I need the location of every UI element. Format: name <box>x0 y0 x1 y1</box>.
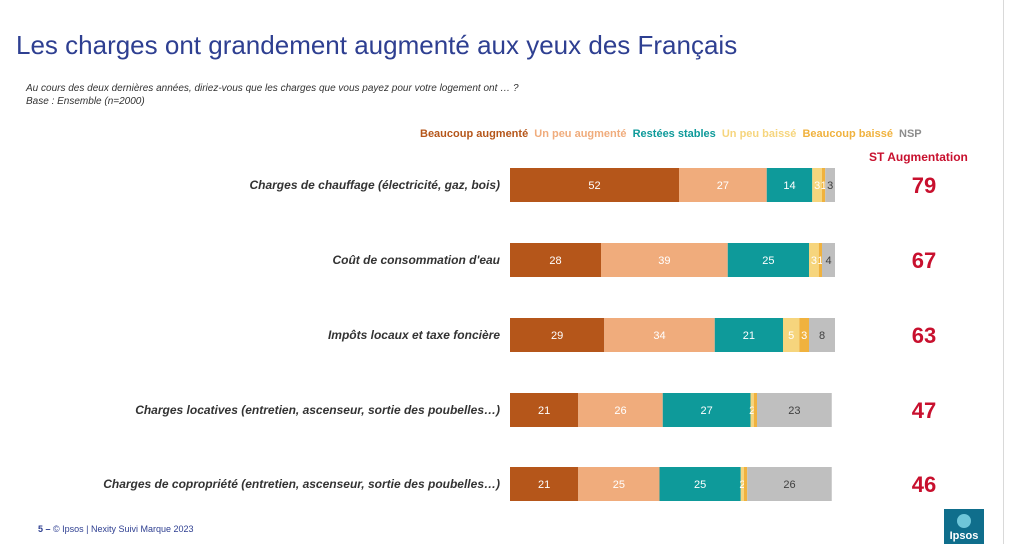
st-augmentation-value: 63 <box>912 323 936 348</box>
category-label: Charges de copropriété (entretien, ascen… <box>103 477 500 491</box>
bar-segment <box>799 318 809 352</box>
bar-value-label: 25 <box>762 255 774 267</box>
bar-value-label: 52 <box>588 180 600 192</box>
bar-value-label: 27 <box>701 405 713 417</box>
bar-segment <box>679 168 767 202</box>
bar-value-label: 34 <box>653 330 665 342</box>
bar-value-label: 28 <box>549 255 561 267</box>
logo-mark-icon <box>957 514 971 528</box>
chart-legend: Beaucoup augmenté Un peu augmenté Restée… <box>420 128 925 140</box>
bar-value-label: 21 <box>538 479 550 491</box>
st-augmentation-value: 67 <box>912 248 936 273</box>
bar-value-label: 3 <box>811 255 817 267</box>
bar-value-label: 26 <box>783 479 795 491</box>
bar-value-label: 3 <box>814 180 820 192</box>
bar-segment <box>601 243 728 277</box>
bar-value-label: 26 <box>614 405 626 417</box>
bar-segment <box>812 168 822 202</box>
bar-segment <box>809 243 819 277</box>
bar-value-label: 3 <box>827 180 833 192</box>
st-augmentation-value: 79 <box>912 173 936 198</box>
bar-value-label: 25 <box>694 479 706 491</box>
footer: 5 – © Ipsos | Nexity Suivi Marque 2023 <box>38 524 194 534</box>
page-number: 5 – <box>38 524 51 534</box>
bar-segment <box>714 318 783 352</box>
ipsos-logo: Ipsos <box>944 509 984 544</box>
bar-segment <box>822 168 826 202</box>
bar-segment <box>510 168 679 202</box>
bar-value-label: 25 <box>613 479 625 491</box>
bar-segment <box>809 318 835 352</box>
bar-segment <box>747 467 832 501</box>
bar-value-label: 2 <box>739 479 745 491</box>
legend-restees-stables: Restées stables <box>632 128 716 140</box>
bar-value-label: 2 <box>749 405 755 417</box>
category-label: Charges locatives (entretien, ascenseur,… <box>135 403 500 417</box>
question-wording: Au cours des deux dernières années, diri… <box>26 83 519 94</box>
bar-segment <box>578 467 660 501</box>
bar-segment <box>825 168 835 202</box>
bar-value-label: 4 <box>825 255 831 267</box>
legend-beaucoup-baisse: Beaucoup baissé <box>802 128 893 140</box>
bar-segment <box>783 318 800 352</box>
bar-segment <box>740 467 744 501</box>
bar-segment <box>510 318 605 352</box>
category-label: Impôts locaux et taxe foncière <box>328 328 500 342</box>
bar-segment <box>510 467 579 501</box>
bar-value-label: 8 <box>819 330 825 342</box>
question-text: Au cours des deux dernières années, diri… <box>26 82 519 108</box>
bar-value-label: 29 <box>551 330 563 342</box>
bar-value-label: 27 <box>717 180 729 192</box>
bar-segment <box>766 168 813 202</box>
legend-beaucoup-augmente: Beaucoup augmenté <box>420 128 529 140</box>
bar-segment <box>753 393 757 427</box>
bar-segment <box>510 243 601 277</box>
bar-value-label: 21 <box>538 405 550 417</box>
bar-segment <box>659 467 741 501</box>
bar-value-label: 1 <box>817 255 823 267</box>
bar-segment <box>662 393 751 427</box>
bar-value-label: 21 <box>743 330 755 342</box>
bar-segment <box>818 243 822 277</box>
category-label: Coût de consommation d'eau <box>332 253 500 267</box>
bar-value-label: 14 <box>783 180 795 192</box>
bar-value-label: 23 <box>788 405 800 417</box>
bar-segment <box>727 243 809 277</box>
legend-un-peu-baisse: Un peu baissé <box>721 128 797 140</box>
bar-segment <box>578 393 663 427</box>
page-title: Les charges ont grandement augmenté aux … <box>16 30 738 60</box>
footer-text: © Ipsos | Nexity Suivi Marque 2023 <box>53 524 194 534</box>
st-augmentation-value: 47 <box>912 398 936 423</box>
bar-segment <box>750 393 754 427</box>
bar-segment <box>757 393 832 427</box>
bar-value-label: 5 <box>788 330 794 342</box>
st-augmentation-value: 46 <box>912 472 936 497</box>
bar-segment <box>822 243 835 277</box>
bar-value-label: 39 <box>658 255 670 267</box>
logo-text: Ipsos <box>949 530 979 542</box>
right-divider <box>1003 0 1004 544</box>
base-text: Base : Ensemble (n=2000) <box>26 96 145 107</box>
legend-nsp: NSP <box>899 128 922 140</box>
bar-segment <box>744 467 748 501</box>
bar-segment <box>510 393 579 427</box>
bar-value-label: 1 <box>821 180 827 192</box>
legend-un-peu-augmente: Un peu augmenté <box>534 128 627 140</box>
bar-segment <box>604 318 715 352</box>
category-label: Charges de chauffage (électricité, gaz, … <box>249 178 500 192</box>
st-augmentation-label: ST Augmentation <box>869 150 968 164</box>
bar-value-label: 3 <box>801 330 807 342</box>
